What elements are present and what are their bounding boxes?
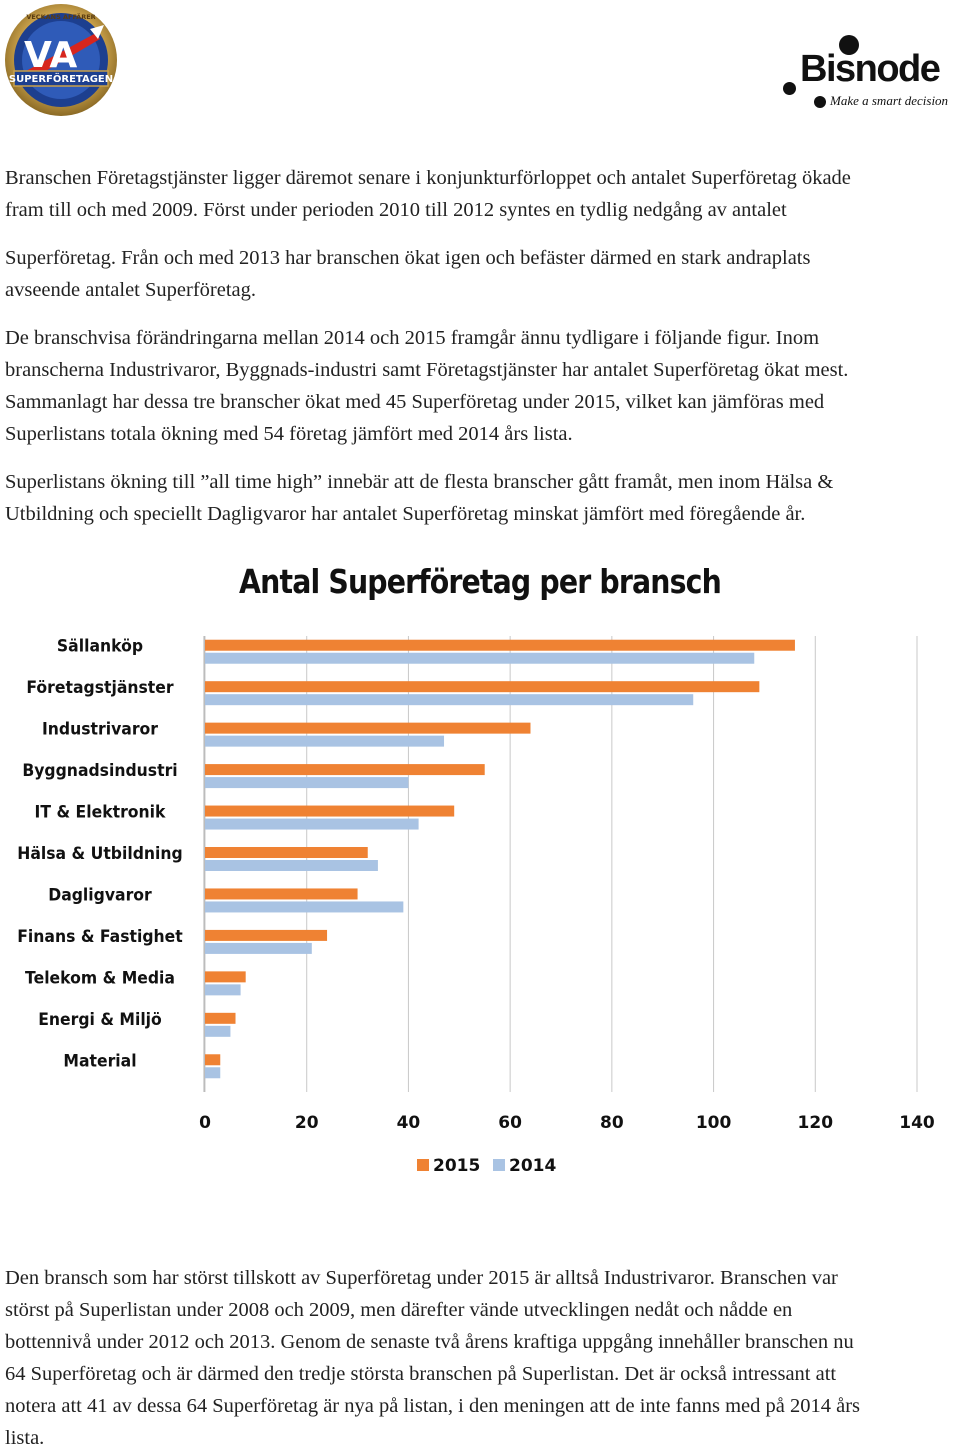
legend-swatch-2015 [417,1159,429,1171]
bar-2015 [205,847,368,858]
bar-2014 [205,942,312,954]
paragraph-2: Superföretag. Från och med 2013 har bran… [5,242,950,306]
paragraph-line: Superlistans totala ökning med 54 företa… [5,423,573,445]
paragraph-line: Sammanlagt har dessa tre branscher ökat … [5,391,825,413]
paragraph-line: 64 Superföretag och är därmed den tredje… [5,1363,837,1385]
x-tick-label: 120 [798,1113,834,1133]
legend-label-2015: 2015 [433,1156,480,1176]
bisnode-tagline: Make a smart decision [830,93,949,108]
paragraph-1: Branschen Företagstjänster ligger däremo… [5,162,950,226]
bar-2015 [205,971,246,983]
bar-2015 [205,1012,236,1024]
bar-chart: Sällanköp Företagstjänster Industrivaror By… [17,636,935,1176]
bisnode-logo: Bisnode Make a smart decision [778,34,958,112]
paragraph-line: De branschvisa förändringarna mellan 201… [5,327,820,349]
x-tick-label: 0 [199,1113,211,1133]
paragraph-4: Superlistans ökning till ”all time high”… [5,466,950,530]
bar-2015 [205,805,455,817]
bisnode-wordmark: Bisnode [800,48,941,90]
category-label: Telekom & Media [25,968,175,988]
paragraph-line: Utbildning och speciellt Dagligvaror har… [5,503,806,525]
chart-title: Antal Superföretag per bransch [239,562,722,601]
bisnode-dot-small [783,82,796,95]
category-label: Sällanköp [57,636,143,656]
bar-2015 [205,639,795,651]
bar-2015 [205,929,328,941]
paragraph-line: Superlistans ökning till ”all time high”… [5,471,834,493]
bar-2014 [205,984,241,996]
category-label: Material [63,1051,136,1071]
x-tick-label: 40 [397,1113,421,1133]
paragraph-5: Den bransch som har störst tillskott av … [5,1262,950,1454]
x-tick-label: 60 [498,1113,522,1133]
bisnode-dot-tag [814,96,826,108]
bar-2015 [205,764,485,776]
bar-2014 [205,735,445,747]
category-label: Dagligvaror [48,885,152,905]
va-superforetagen-logo: VA VECKANS AFFÄRER SUPERFÖRETAGEN [5,4,117,116]
x-tick-label: 20 [295,1113,319,1133]
va-logo-banner: SUPERFÖRETAGEN [9,71,113,85]
paragraph-line: Branschen Företagstjänster ligger däremo… [5,167,851,189]
paragraph-line: bottennivå under 2012 och 2013. Genom de… [5,1331,854,1353]
bar-2015 [205,888,358,900]
category-label: Industrivaror [42,719,158,739]
category-label: Hälsa & Utbildning [17,843,182,863]
bar-2014 [205,1067,221,1079]
category-label: IT & Elektronik [35,802,167,822]
bar-2014 [205,652,755,664]
bar-2014 [205,694,694,706]
paragraph-line: störst på Superlistan under 2008 och 200… [5,1299,793,1321]
bar-2014 [205,901,404,913]
paragraph-line: branscherna Industrivaror, Byggnads-indu… [5,359,849,381]
va-logo-ring-text: VECKANS AFFÄRER [26,12,95,21]
va-logo-letters: VA [24,35,77,76]
x-tick-label: 100 [696,1113,732,1133]
paragraph-line: fram till och med 2009. Först under peri… [5,199,787,221]
paragraph-3: De branschvisa förändringarna mellan 201… [5,322,950,450]
bar-2015 [205,681,760,693]
bar-2015 [205,1054,221,1066]
category-label: Byggnadsindustri [22,760,177,780]
category-label: Företagstjänster [26,678,173,698]
legend-swatch-2014 [493,1159,505,1171]
bar-2014 [205,1025,231,1037]
paragraph-line: lista. [5,1427,45,1449]
category-label: Finans & Fastighet [17,926,183,946]
x-tick-label: 80 [600,1113,624,1133]
bar-2015 [205,722,531,734]
bisnode-dot-large [839,35,859,55]
category-label: Energi & Miljö [38,1009,162,1029]
paragraph-line: notera att 41 av dessa 64 Superföretag ä… [5,1395,861,1417]
bar-2014 [205,777,409,789]
x-tick-label: 140 [899,1113,935,1133]
bar-2014 [205,860,378,871]
legend-label-2014: 2014 [509,1156,556,1176]
bar-2014 [205,818,419,830]
paragraph-line: Den bransch som har störst tillskott av … [5,1267,838,1289]
paragraph-line: Superföretag. Från och med 2013 har bran… [5,247,811,269]
paragraph-line: avseende antalet Superföretag. [5,279,257,301]
